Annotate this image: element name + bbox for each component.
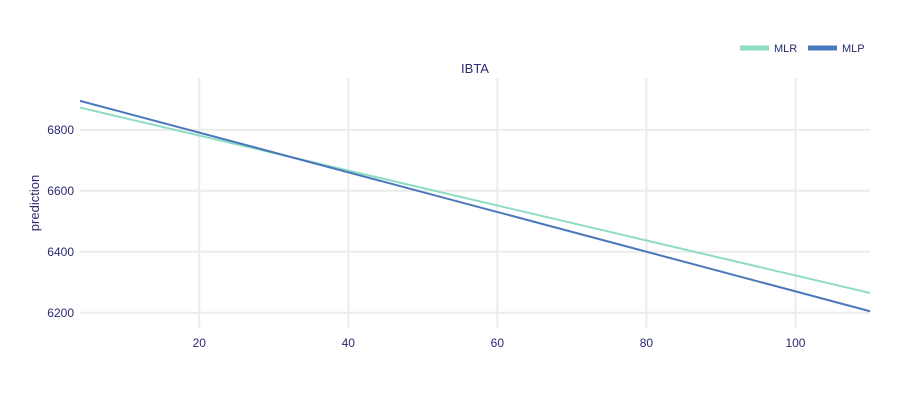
series-line-mlp	[79, 99, 871, 313]
x-tick-label-1: 40	[342, 336, 356, 350]
x-tick-label-0: 20	[193, 336, 207, 350]
x-tick-label-3: 80	[640, 336, 654, 350]
legend-label-mlp: MLP	[842, 43, 865, 55]
y-tick-label-2: 6600	[47, 184, 74, 198]
x-tick-labels: 20 40 60 80 100	[193, 336, 806, 350]
x-tick-label-2: 60	[491, 336, 505, 350]
y-tick-label-1: 6400	[47, 245, 74, 259]
legend-label-mlr: MLR	[774, 43, 797, 55]
series-line-mlr	[79, 106, 871, 294]
y-gridlines	[80, 128, 870, 314]
y-axis-title: prediction	[27, 175, 42, 231]
y-tick-labels: 6200 6400 6600 6800	[47, 123, 74, 320]
y-tick-label-3: 6800	[47, 123, 74, 137]
y-tick-label-0: 6200	[47, 306, 74, 320]
x-tick-label-4: 100	[785, 336, 805, 350]
chart-title: IBTA	[461, 61, 489, 76]
series-lines	[79, 99, 871, 313]
x-gridlines	[198, 78, 797, 328]
legend: MLR MLP	[740, 43, 865, 55]
